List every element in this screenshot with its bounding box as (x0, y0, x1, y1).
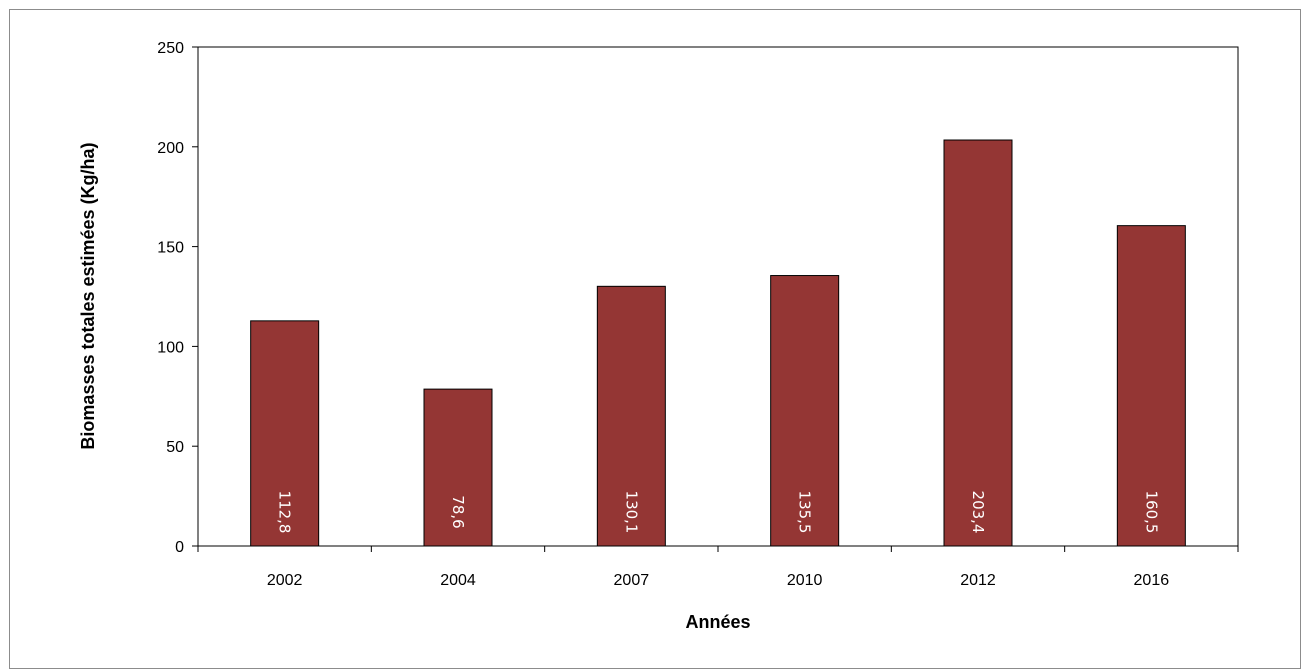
x-axis-title: Années (685, 612, 750, 632)
bar-2012 (943, 139, 1013, 547)
data-label-2012: 203,4 (969, 491, 987, 534)
y-axis-title: Biomasses totales estimées (Kg/ha) (78, 142, 98, 449)
y-tick-label: 50 (166, 439, 184, 456)
y-tick-label: 200 (157, 140, 184, 157)
bar-2004 (423, 388, 493, 547)
y-tick-label: 150 (157, 240, 184, 257)
x-tick-label: 2007 (614, 572, 650, 589)
x-axis-ticks: 2002 2004 2007 2010 2012 2016 (197, 546, 1239, 589)
data-label-2007: 130,1 (622, 491, 640, 534)
x-tick-label: 2012 (960, 572, 996, 589)
y-axis-ticks: 0 50 100 150 200 250 (157, 40, 198, 556)
bar-2002 (250, 320, 320, 547)
x-tick-label: 2002 (267, 572, 303, 589)
plot-area-border (197, 46, 1239, 547)
data-label-2004: 78,6 (449, 495, 467, 528)
data-label-2002: 112,8 (276, 491, 294, 534)
data-labels-group: 112,8 78,6 130,1 135,5 203,4 160,5 (276, 491, 1161, 534)
y-tick-label: 100 (157, 339, 184, 356)
y-tick-label: 250 (157, 40, 184, 57)
x-tick-label: 2010 (787, 572, 823, 589)
x-tick-label: 2016 (1134, 572, 1170, 589)
data-label-2016: 160,5 (1142, 491, 1160, 534)
bars-group (250, 139, 1186, 547)
bar-chart: 0 50 100 150 200 250 2002 2004 2007 2010 2012 2016… (78, 40, 1239, 632)
y-tick-label: 0 (175, 539, 184, 556)
data-label-2010: 135,5 (796, 491, 814, 534)
bar-2010 (770, 275, 840, 547)
x-tick-label: 2004 (440, 572, 476, 589)
